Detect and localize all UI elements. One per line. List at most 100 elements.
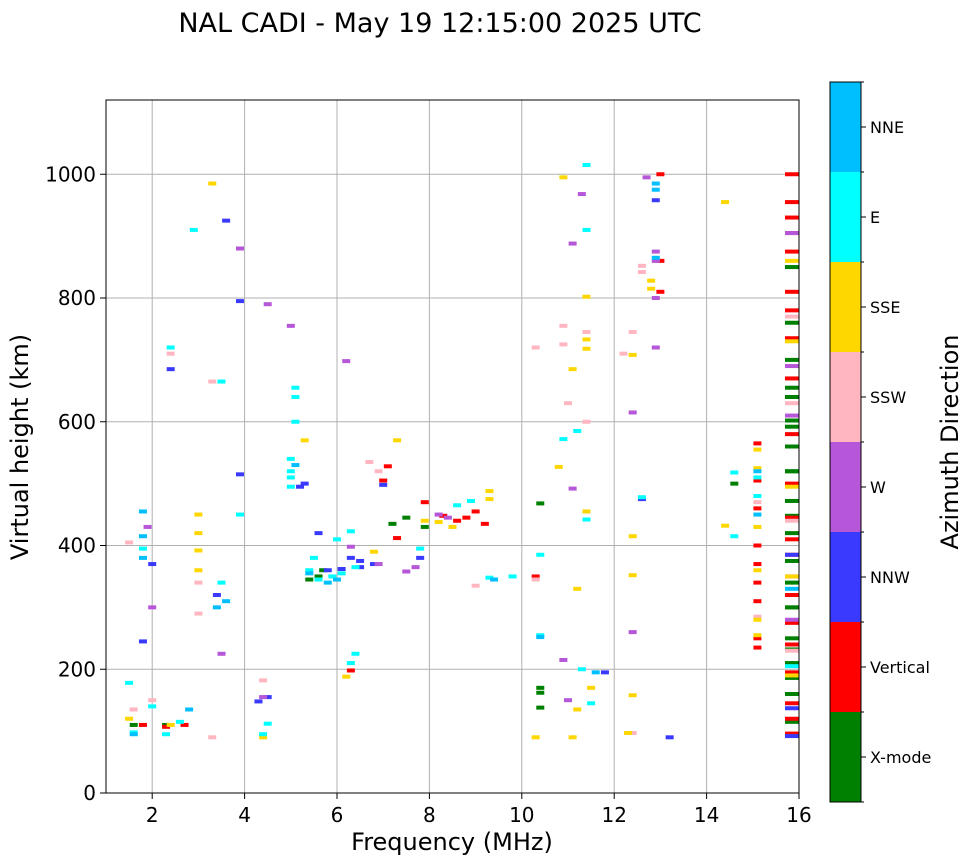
data-point — [753, 645, 762, 650]
data-point — [753, 475, 762, 480]
colorbar-segment — [830, 532, 861, 622]
data-point — [785, 580, 799, 585]
data-point — [573, 429, 582, 434]
data-point — [785, 385, 799, 390]
data-point — [531, 577, 540, 582]
data-point — [411, 565, 420, 570]
data-point — [235, 512, 244, 517]
data-point — [443, 515, 452, 520]
x-axis-title: Frequency (MHz) — [351, 828, 553, 856]
y-tick-label: 200 — [58, 657, 96, 681]
data-point — [582, 509, 591, 514]
data-point — [785, 265, 799, 270]
data-point — [568, 735, 577, 740]
data-point — [148, 605, 157, 610]
data-point — [263, 721, 272, 726]
data-point — [628, 330, 637, 335]
data-point — [637, 263, 646, 268]
data-point — [785, 258, 799, 263]
data-point — [785, 249, 799, 254]
data-point — [291, 463, 300, 468]
data-point — [314, 531, 323, 536]
data-point — [785, 357, 799, 362]
data-point — [333, 577, 341, 582]
data-point — [305, 568, 314, 573]
data-point — [314, 577, 323, 582]
data-point — [235, 472, 244, 477]
data-point — [582, 162, 591, 167]
y-tick-label: 800 — [58, 286, 96, 310]
data-point — [531, 735, 540, 740]
data-point — [564, 698, 572, 703]
data-point — [309, 555, 318, 560]
data-point — [785, 552, 799, 557]
data-point — [753, 599, 762, 604]
data-point — [166, 345, 175, 350]
data-point — [582, 294, 591, 299]
data-point — [568, 367, 577, 372]
x-tick-label: 8 — [423, 803, 436, 827]
colorbar-label: SSE — [870, 298, 900, 317]
data-point — [785, 675, 799, 680]
data-point — [582, 337, 591, 342]
data-point — [785, 642, 799, 647]
data-point — [138, 639, 147, 644]
data-point — [785, 444, 799, 449]
data-point — [485, 575, 494, 580]
data-point — [785, 719, 799, 724]
data-point — [785, 593, 799, 597]
data-point — [785, 395, 799, 399]
data-point — [125, 716, 134, 721]
data-point — [559, 175, 568, 180]
data-point — [453, 518, 462, 523]
data-point — [420, 518, 429, 523]
data-point — [138, 555, 147, 560]
data-point — [785, 586, 799, 591]
data-point — [785, 537, 799, 542]
data-point — [559, 657, 568, 662]
colorbar-segment — [830, 712, 861, 802]
data-point — [263, 695, 272, 700]
data-point — [559, 437, 568, 442]
data-point — [222, 599, 231, 604]
data-point — [656, 258, 665, 263]
data-point — [785, 418, 799, 423]
data-point — [642, 175, 651, 180]
data-point — [628, 730, 637, 735]
data-point — [235, 246, 244, 251]
data-point — [591, 670, 600, 675]
data-point — [554, 464, 563, 469]
data-point — [286, 323, 295, 328]
colorbar: X-mode Vertical NNW W SSW SSE E NNE — [829, 81, 931, 803]
data-point — [559, 323, 568, 328]
data-point — [730, 534, 739, 539]
data-point — [323, 580, 332, 585]
data-point — [582, 419, 591, 424]
data-point — [356, 558, 365, 563]
data-point — [508, 574, 517, 579]
data-point — [129, 732, 138, 737]
data-point — [785, 314, 799, 319]
data-point — [254, 699, 263, 704]
data-point — [374, 469, 383, 474]
data-point — [536, 501, 545, 506]
x-tick-label: 12 — [601, 803, 626, 827]
data-point — [346, 661, 355, 666]
data-point — [259, 735, 268, 740]
data-point — [217, 379, 226, 384]
data-point — [189, 227, 198, 232]
data-point — [753, 447, 762, 452]
data-point — [138, 722, 147, 727]
data-point — [194, 580, 203, 585]
data-point — [628, 410, 637, 415]
data-point — [162, 732, 171, 737]
data-point — [628, 630, 637, 635]
data-point — [582, 517, 591, 522]
data-point — [785, 731, 799, 736]
grid-lines — [106, 100, 800, 794]
data-point — [263, 302, 272, 307]
data-point — [194, 531, 203, 536]
data-point — [369, 562, 378, 567]
data-point — [587, 685, 596, 690]
data-point — [559, 342, 568, 347]
